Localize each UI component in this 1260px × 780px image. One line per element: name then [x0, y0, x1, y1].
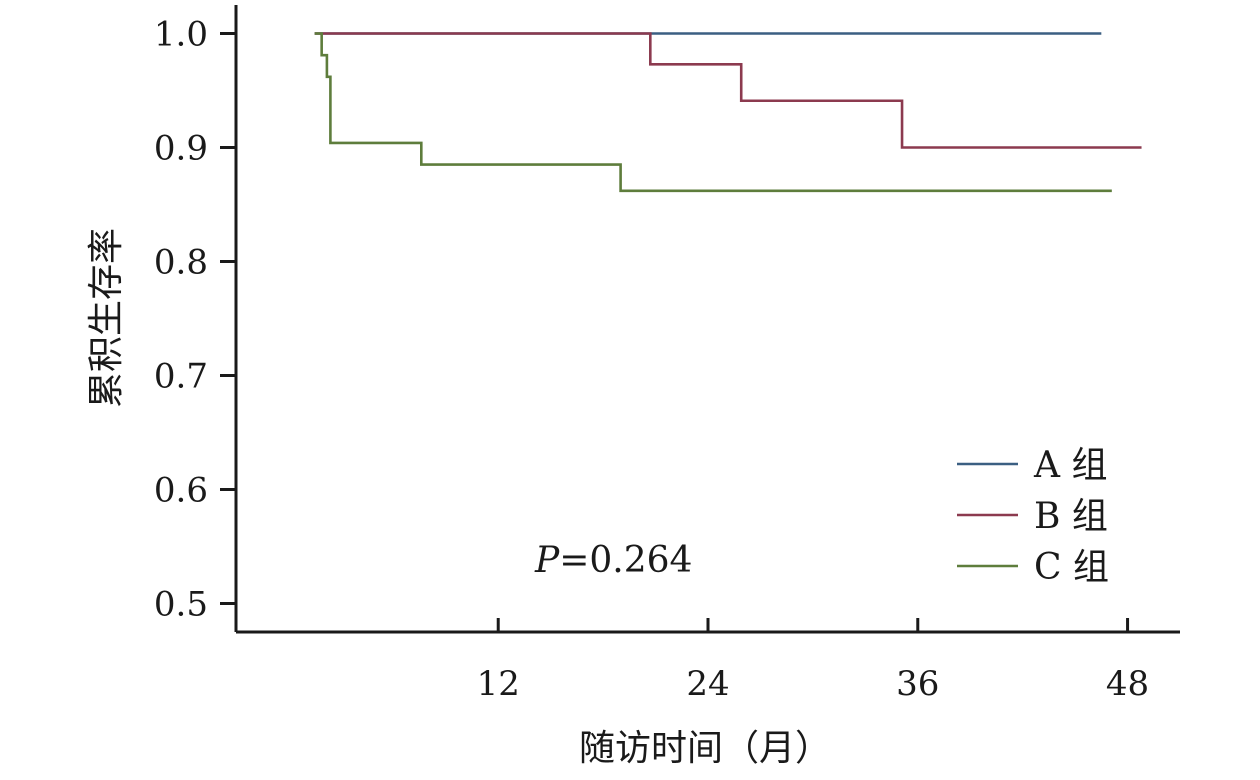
y-tick-label: 0.7	[154, 357, 208, 397]
series-line-3	[314, 32, 1112, 193]
x-axis-title: 随访时间（月）	[579, 728, 831, 769]
y-tick-label: 0.6	[154, 471, 208, 511]
y-tick-label: 1.0	[154, 15, 208, 55]
x-tick-label: 24	[686, 664, 729, 704]
legend: A 组 B 组 C 组	[957, 445, 1109, 588]
p-value-number: =0.264	[559, 540, 692, 581]
legend-label-2: B 组	[1034, 496, 1108, 537]
y-axis-title: 累积生存率	[86, 228, 127, 408]
p-value-symbol: P	[534, 540, 560, 581]
x-tick-label: 12	[477, 664, 520, 704]
x-tick-label: 36	[896, 664, 939, 704]
p-value-annotation: P=0.264	[534, 540, 692, 581]
legend-label-3: C 组	[1034, 547, 1109, 588]
series-layer	[314, 32, 1142, 193]
series-line-2	[314, 32, 1142, 149]
legend-label-1: A 组	[1033, 445, 1107, 486]
y-tick-label: 0.8	[154, 243, 208, 283]
y-tick-label: 0.9	[154, 129, 208, 169]
y-tick-label: 0.5	[154, 585, 208, 625]
x-tick-label: 48	[1106, 664, 1149, 704]
axes: 0.5 0.6 0.7 0.8 0.9 1.0 12 24 36 48	[154, 5, 1180, 704]
